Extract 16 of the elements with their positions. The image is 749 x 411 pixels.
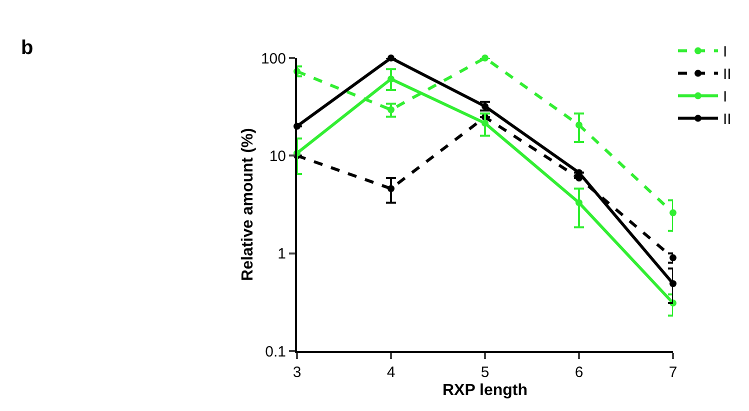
y-tick-label: 0.1: [265, 343, 286, 360]
x-tick-label: 6: [574, 364, 584, 381]
legend-label: I: [723, 44, 728, 61]
y-tick-label: 10: [269, 148, 286, 165]
x-tick-label: 4: [386, 364, 396, 381]
x-tick-label: 7: [668, 364, 678, 381]
legend-label: II: [723, 66, 732, 84]
y-tick-label: 100: [260, 50, 286, 68]
x-tick-label: 5: [480, 364, 490, 381]
legend-label: II: [723, 111, 732, 128]
x-tick-label: 3: [292, 364, 302, 381]
y-tick-label: 1: [278, 246, 286, 263]
y-axis-title: Relative amount (%): [239, 128, 256, 281]
text: b: [21, 37, 34, 59]
legend-label: I: [723, 88, 728, 106]
x-axis-title: RXP length: [442, 382, 528, 400]
